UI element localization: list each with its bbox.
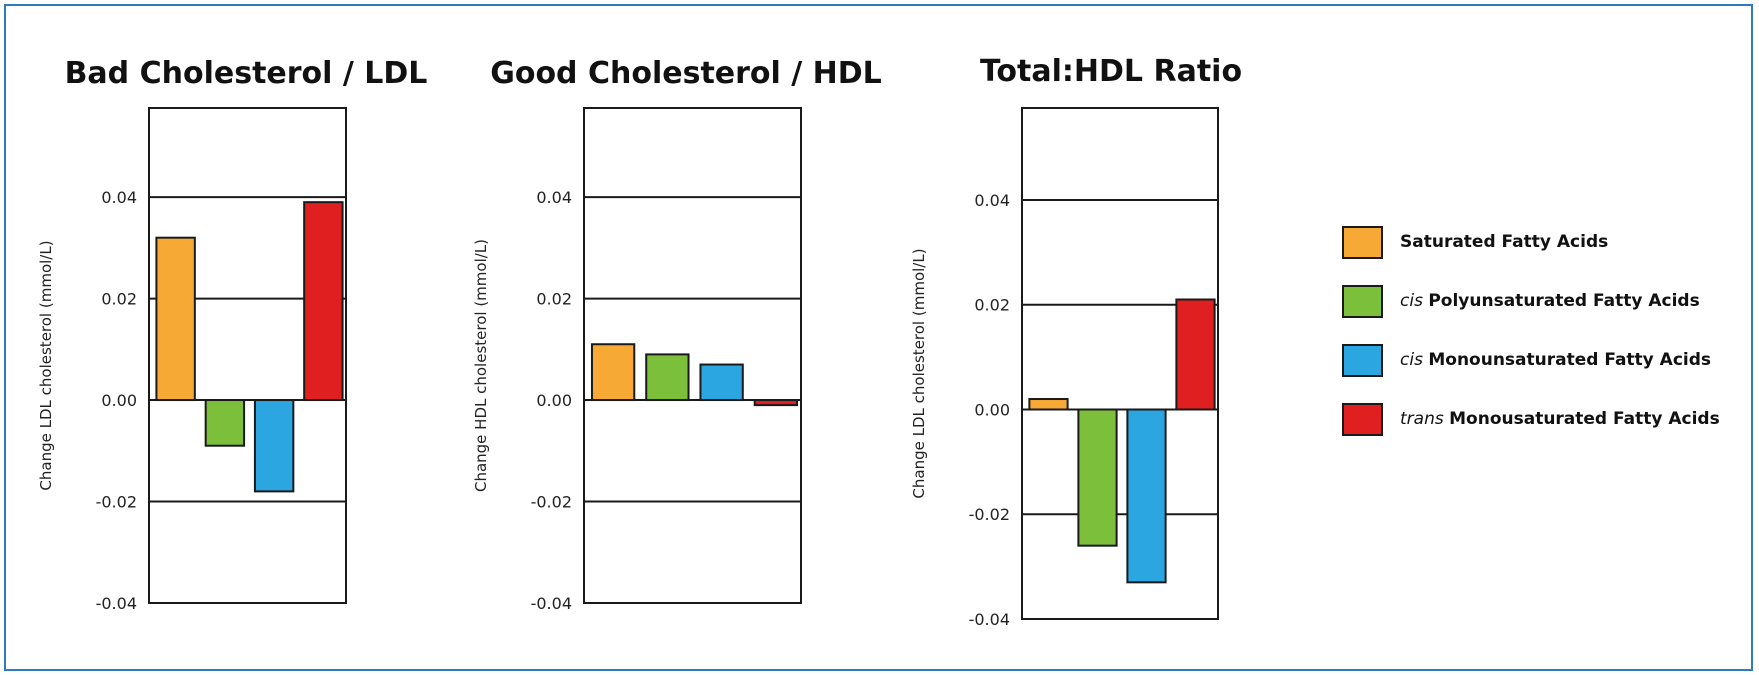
tick-label-ratio-4: 0.04 <box>974 191 1010 210</box>
tick-label-ratio-2: 0.00 <box>974 400 1010 419</box>
legend-prefix-trans-mono: trans <box>1400 409 1444 429</box>
y-axis-label-hdl: Change HDL cholesterol (mmol/L) <box>472 239 490 492</box>
legend-swatch-saturated <box>1342 226 1383 259</box>
bar-ratio-cis-poly <box>1077 408 1118 547</box>
tick-label-hdl-1: -0.02 <box>531 493 572 512</box>
legend-text-cis-poly: Polyunsaturated Fatty Acids <box>1428 291 1700 311</box>
tick-label-ldl-4: 0.04 <box>101 188 137 207</box>
tick-label-ldl-2: 0.00 <box>101 391 137 410</box>
figure-frame: -0.04 -0.02 0.00 0.02 0.04 Change LDL cholest… <box>4 4 1753 671</box>
bar-ratio-cis-mono <box>1126 408 1167 584</box>
tick-label-hdl-3: 0.02 <box>536 290 572 309</box>
charts-canvas: -0.04 -0.02 0.00 0.02 0.04 Change LDL cholest… <box>37 107 1219 629</box>
bar-ldl-trans-mono <box>303 201 344 402</box>
legend-label-cis-mono: cis Monounsaturated Fatty Acids <box>1400 350 1711 370</box>
legend-label-cis-poly: cis Polyunsaturated Fatty Acids <box>1400 291 1700 311</box>
tick-label-ratio-0: -0.04 <box>969 610 1010 629</box>
legend-prefix-cis-mono: cis <box>1400 350 1423 370</box>
tick-label-ldl-1: -0.02 <box>96 493 137 512</box>
bar-ldl-cis-mono <box>253 399 295 493</box>
bar-hdl-saturated <box>590 343 636 402</box>
y-axis-label-ratio: Change LDL cholesterol (mmol/L) <box>910 248 928 498</box>
tick-label-ratio-1: -0.02 <box>969 505 1010 524</box>
bar-ratio-saturated <box>1028 398 1069 411</box>
legend-label-trans-mono: trans Monousaturated Fatty Acids <box>1400 409 1720 429</box>
bar-ratio-trans-mono <box>1175 298 1216 411</box>
chart-title-hdl: Good Cholesterol / HDL <box>490 56 882 91</box>
tick-label-hdl-4: 0.04 <box>536 188 572 207</box>
legend-text-trans-mono: Monousaturated Fatty Acids <box>1449 409 1720 429</box>
tick-label-ratio-3: 0.02 <box>974 296 1010 315</box>
legend-label-saturated: Saturated Fatty Acids <box>1400 232 1608 252</box>
legend-swatch-cis-poly <box>1342 285 1383 318</box>
legend-prefix-cis-poly: cis <box>1400 291 1423 311</box>
bar-hdl-trans-mono <box>753 399 799 407</box>
tick-label-ldl-0: -0.04 <box>96 594 137 613</box>
chart-title-ratio: Total:HDL Ratio <box>979 54 1243 89</box>
legend-swatch-trans-mono <box>1342 403 1383 436</box>
bar-hdl-cis-mono <box>699 363 744 402</box>
tick-label-hdl-2: 0.00 <box>536 391 572 410</box>
legend-swatch-cis-mono <box>1342 344 1383 377</box>
bar-ldl-saturated <box>155 236 196 402</box>
tick-label-hdl-0: -0.04 <box>531 594 572 613</box>
legend-text-cis-mono: Monounsaturated Fatty Acids <box>1428 350 1712 370</box>
chart-title-ldl: Bad Cholesterol / LDL <box>64 56 428 91</box>
tick-label-ldl-3: 0.02 <box>101 290 137 309</box>
bar-hdl-cis-poly <box>645 353 690 402</box>
y-axis-label-ldl: Change LDL cholesterol (mmol/L) <box>37 240 55 490</box>
bar-ldl-cis-poly <box>204 399 246 447</box>
legend-text-saturated: Saturated Fatty Acids <box>1400 232 1609 252</box>
